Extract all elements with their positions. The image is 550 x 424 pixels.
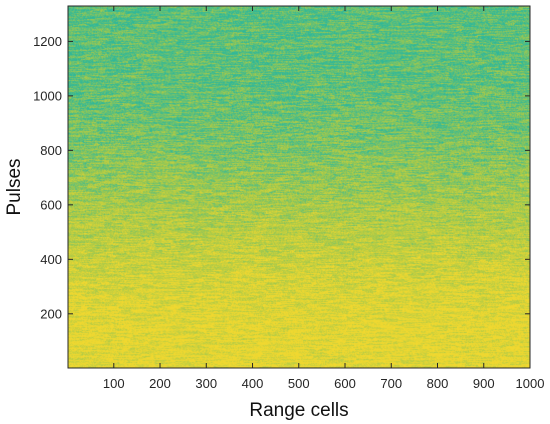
y-tick-label: 1000	[33, 88, 62, 103]
x-tick-label: 200	[149, 376, 171, 391]
y-tick-label: 800	[40, 143, 62, 158]
y-axis: 200 400 600 800 1000 1200	[33, 34, 530, 321]
x-tick-label: 900	[473, 376, 495, 391]
y-tick-label: 200	[40, 306, 62, 321]
y-tick-label: 400	[40, 252, 62, 267]
heatmap-image	[68, 6, 530, 368]
x-axis: 100 200 300 400 500 600 700 800 900 1000	[103, 6, 545, 391]
y-tick-label: 600	[40, 197, 62, 212]
x-tick-label: 100	[103, 376, 125, 391]
y-axis-label: Pulses	[4, 158, 25, 215]
y-tick-label: 1200	[33, 34, 62, 49]
x-tick-label: 300	[195, 376, 217, 391]
x-tick-label: 1000	[516, 376, 545, 391]
x-tick-label: 500	[288, 376, 310, 391]
x-tick-label: 700	[380, 376, 402, 391]
x-tick-label: 800	[427, 376, 449, 391]
x-axis-label: Range cells	[249, 400, 348, 421]
plot-area	[67, 5, 531, 369]
x-tick-label: 400	[242, 376, 264, 391]
x-tick-label: 600	[334, 376, 356, 391]
